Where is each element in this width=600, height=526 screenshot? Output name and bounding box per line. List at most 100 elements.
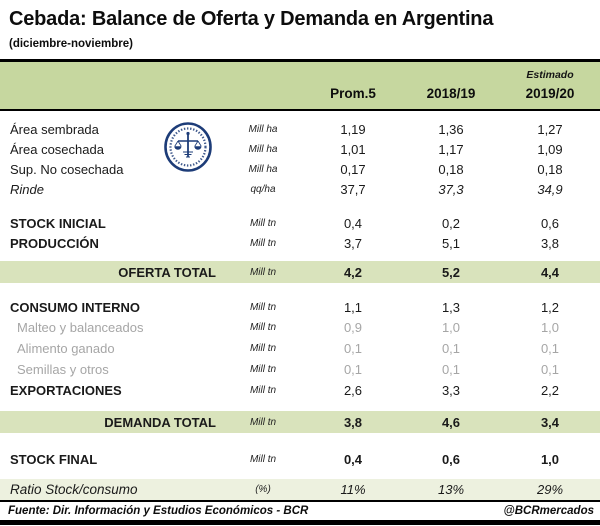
title-block: Cebada: Balance de Oferta y Demanda en A…: [0, 0, 600, 51]
row-value: 29%: [536, 482, 564, 497]
subtitle-period: (diciembre-noviembre): [9, 38, 133, 50]
row-unit: qq/ha: [250, 183, 276, 195]
bolsa-comercio-rosario-seal-icon: [164, 122, 212, 172]
row-label: Semillas y otros: [17, 362, 109, 377]
row-value: 0,4: [343, 215, 363, 231]
column-header-2019-20: 2019/20: [525, 85, 575, 101]
row-value: 11%: [340, 482, 366, 497]
table-header-band: Estimado Prom.5 2018/19 2019/20: [0, 62, 600, 109]
row-label: STOCK FINAL: [10, 451, 98, 467]
row-value: 1,09: [537, 141, 563, 157]
row-value: 3,4: [540, 414, 560, 430]
row-label: Rinde: [10, 181, 44, 197]
table-row: Área cosechada Mill ha 1,01 1,17 1,09: [0, 139, 600, 159]
row-value: 13%: [437, 482, 465, 497]
row-value: 1,2: [540, 299, 560, 315]
row-value: 0,4: [343, 451, 363, 467]
twitter-handle: @BCRmercados: [503, 505, 594, 517]
section-stock-final: STOCK FINAL Mill tn 0,4 0,6 1,0: [0, 449, 600, 469]
row-value: 1,01: [340, 141, 366, 157]
column-header-prom5: Prom.5: [330, 85, 376, 101]
row-label: PRODUCCIÓN: [10, 235, 99, 251]
row-value: 1,0: [540, 320, 560, 335]
table-row: PRODUCCIÓN Mill tn 3,7 5,1 3,8: [0, 233, 600, 253]
estimado-label: Estimado: [526, 69, 574, 81]
row-value: 0,1: [540, 362, 560, 377]
row-value: 34,9: [537, 181, 563, 197]
row-value: 1,0: [540, 451, 560, 467]
row-unit: Mill tn: [249, 266, 277, 278]
row-unit: Mill tn: [249, 453, 277, 465]
row-label: OFERTA TOTAL: [118, 264, 216, 280]
row-value: 4,6: [441, 414, 461, 430]
footer: Fuente: Dir. Información y Estudios Econ…: [0, 502, 600, 520]
table-row: DEMANDA TOTAL Mill tn 3,8 4,6 3,4: [0, 411, 600, 433]
footer-top-rule: [0, 500, 600, 502]
row-value: 0,1: [441, 362, 461, 377]
table-row: Alimento ganado Mill tn 0,1 0,1 0,1: [0, 338, 600, 359]
table-row: Rinde qq/ha 37,7 37,3 34,9: [0, 179, 600, 199]
table-row: STOCK FINAL Mill tn 0,4 0,6 1,0: [0, 449, 600, 469]
row-value: 1,3: [441, 299, 461, 315]
section-stocks-produccion: STOCK INICIAL Mill tn 0,4 0,2 0,6 PRODUCCIÓN M…: [0, 213, 600, 253]
row-label: Ratio Stock/consumo: [10, 482, 138, 497]
row-label: Área cosechada: [10, 141, 104, 157]
row-value: 0,18: [438, 161, 464, 177]
table-row: Ratio Stock/consumo (%) 11% 13% 29%: [0, 479, 600, 500]
row-unit: Mill tn: [249, 384, 277, 396]
row-label: DEMANDA TOTAL: [104, 414, 216, 430]
table-row: OFERTA TOTAL Mill tn 4,2 5,2 4,4: [0, 261, 600, 283]
row-value: 2,6: [343, 382, 363, 398]
row-unit: Mill ha: [248, 163, 278, 175]
row-value: 0,6: [540, 215, 560, 231]
page-title: Cebada: Balance de Oferta y Demanda en A…: [9, 8, 494, 30]
row-value: 4,4: [540, 264, 560, 280]
row-unit: Mill ha: [248, 123, 278, 135]
row-unit: Mill tn: [249, 343, 277, 354]
row-value: 0,1: [540, 341, 560, 356]
row-value: 0,9: [343, 320, 363, 335]
row-unit: Mill tn: [249, 217, 277, 229]
section-demanda-total: DEMANDA TOTAL Mill tn 3,8 4,6 3,4: [0, 411, 600, 433]
column-header-2018-19: 2018/19: [426, 85, 476, 101]
table-row: Área sembrada Mill ha 1,19 1,36 1,27: [0, 119, 600, 139]
row-value: 2,2: [540, 382, 560, 398]
row-label: Sup. No cosechada: [10, 161, 124, 177]
table-row: STOCK INICIAL Mill tn 0,4 0,2 0,6: [0, 213, 600, 233]
row-value: 0,1: [343, 362, 363, 377]
table-row: CONSUMO INTERNO Mill tn 1,1 1,3 1,2: [0, 297, 600, 317]
row-unit: Mill tn: [249, 322, 277, 333]
table-row: Malteo y balanceados Mill tn 0,9 1,0 1,0: [0, 317, 600, 338]
top-rule: [0, 59, 600, 62]
row-label: EXPORTACIONES: [10, 382, 122, 398]
table-row: Sup. No cosechada Mill ha 0,17 0,18 0,18: [0, 159, 600, 179]
row-value: 1,17: [438, 141, 464, 157]
section-ratio: Ratio Stock/consumo (%) 11% 13% 29%: [0, 479, 600, 500]
row-value: 0,18: [537, 161, 563, 177]
row-value: 0,6: [441, 451, 461, 467]
bottom-rule: [0, 520, 600, 525]
row-value: 3,3: [441, 382, 461, 398]
row-value: 0,2: [441, 215, 461, 231]
row-unit: Mill ha: [248, 143, 278, 155]
row-unit: Mill tn: [249, 364, 277, 375]
header-bottom-rule: [0, 109, 600, 111]
section-demanda: CONSUMO INTERNO Mill tn 1,1 1,3 1,2 Malteo y …: [0, 297, 600, 400]
section-oferta-total: OFERTA TOTAL Mill tn 4,2 5,2 4,4: [0, 261, 600, 283]
row-label: CONSUMO INTERNO: [10, 299, 140, 315]
row-label: Alimento ganado: [17, 341, 115, 356]
section-area: Área sembrada Mill ha 1,19 1,36 1,27 Área cos…: [0, 119, 600, 199]
row-value: 4,2: [343, 264, 363, 280]
row-label: Área sembrada: [10, 121, 99, 137]
row-unit: Mill tn: [249, 301, 277, 313]
row-value: 0,1: [441, 341, 461, 356]
source-credit: Fuente: Dir. Información y Estudios Econ…: [8, 505, 309, 517]
table-row: Semillas y otros Mill tn 0,1 0,1 0,1: [0, 359, 600, 380]
row-value: 0,17: [340, 161, 366, 177]
row-value: 1,0: [441, 320, 461, 335]
row-value: 3,8: [343, 414, 363, 430]
table-body: Área sembrada Mill ha 1,19 1,36 1,27 Área cos…: [0, 111, 600, 500]
row-value: 37,3: [438, 181, 464, 197]
row-label: STOCK INICIAL: [10, 215, 106, 231]
